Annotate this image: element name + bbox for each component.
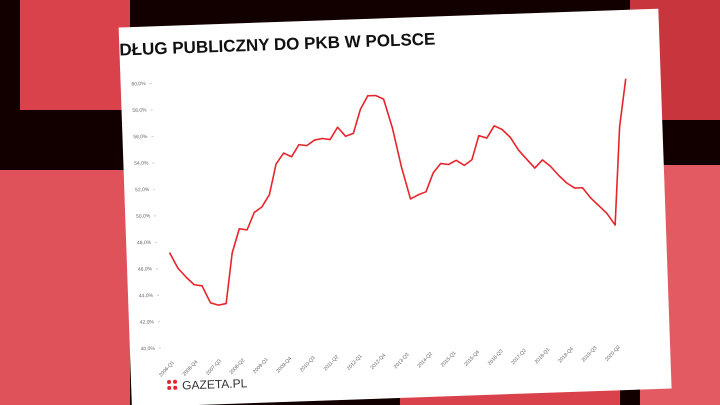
y-tick-label: 60,0% <box>131 81 146 88</box>
brand: GAZETA.PL <box>182 376 248 392</box>
y-tick-label: 48,0% <box>137 240 152 247</box>
y-tick-label: 52,0% <box>135 187 150 194</box>
card-bg <box>118 8 672 405</box>
y-tick-label: 44,0% <box>139 293 154 300</box>
y-tick-label: 42,0% <box>140 319 155 326</box>
y-tick-label: 46,0% <box>138 266 153 273</box>
y-tick-label: 58,0% <box>132 107 147 114</box>
y-tick-label: 56,0% <box>133 134 148 141</box>
card: DŁUG PUBLICZNY DO PKB W POLSCE GAZETA.PL… <box>118 8 672 405</box>
y-tick-label: 54,0% <box>134 160 149 167</box>
logo: GAZETA.PL <box>167 376 248 393</box>
y-tick-label: 40,0% <box>141 346 156 353</box>
data-line <box>168 78 627 306</box>
y-tick-label: 50,0% <box>136 213 151 220</box>
